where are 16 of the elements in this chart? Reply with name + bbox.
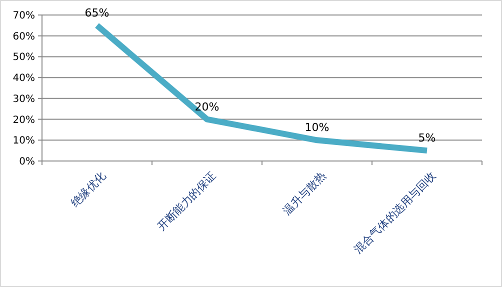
y-tick-label: 20%: [12, 114, 35, 126]
x-tick-label: 温升与散热: [280, 169, 329, 218]
x-tick-label: 绝缘优化: [68, 169, 109, 210]
data-label: 65%: [84, 6, 110, 20]
y-tick-label: 50%: [12, 52, 35, 64]
x-tick-label: 混合气体的选用与回收: [352, 169, 439, 256]
data-label: 20%: [194, 100, 220, 114]
y-tick-label: 0%: [19, 156, 35, 168]
y-tick-label: 30%: [12, 94, 35, 105]
data-label: 5%: [418, 132, 436, 145]
y-tick-label: 70%: [12, 10, 35, 22]
y-tick-label: 60%: [12, 31, 35, 42]
y-tick-label: 10%: [12, 136, 35, 147]
y-tick-label: 40%: [12, 73, 35, 84]
data-label: 10%: [304, 121, 330, 134]
x-tick-label: 开断能力的保证: [154, 169, 219, 234]
